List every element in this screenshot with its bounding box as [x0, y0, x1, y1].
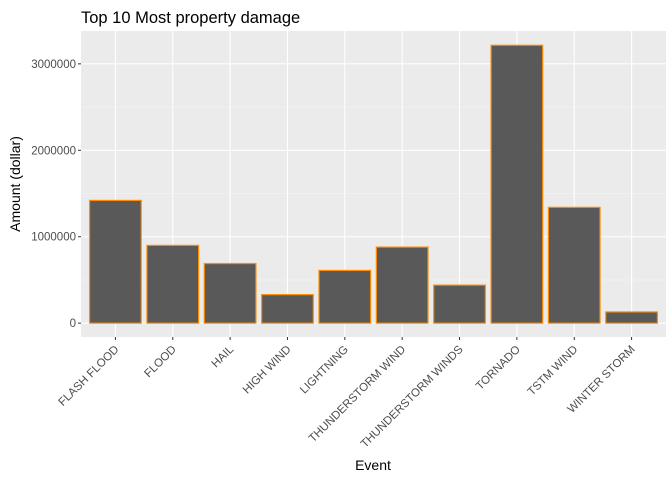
bar — [490, 44, 544, 324]
bar — [375, 246, 429, 324]
y-axis-ticks: 0 1000000 2000000 3000000 — [31, 59, 81, 330]
x-tick-label: HIGH WIND — [241, 344, 294, 397]
bar — [203, 262, 257, 324]
bar — [318, 269, 372, 324]
x-tick-label: TSTM WIND — [526, 344, 581, 399]
x-tick-label: THUNDERSTORM WINDS — [359, 343, 466, 450]
bars — [89, 44, 658, 324]
y-tick-label: 3000000 — [31, 59, 76, 71]
x-tick-label: LIGHTNING — [298, 344, 351, 397]
bar — [89, 199, 142, 324]
x-tick-label: THUNDERSTORM WIND — [307, 344, 408, 445]
y-axis-title: Amount (dollar) — [7, 136, 23, 232]
y-tick-label: 1000000 — [31, 232, 76, 244]
chart-title: Top 10 Most property damage — [81, 9, 300, 27]
bar — [146, 244, 200, 324]
bar — [605, 311, 658, 324]
y-tick-label: 0 — [70, 318, 76, 330]
bar — [547, 206, 601, 324]
bar — [433, 284, 486, 324]
x-axis-title: Event — [355, 457, 391, 473]
bar — [261, 294, 314, 324]
y-tick-label: 2000000 — [31, 145, 76, 157]
x-tick-label: HAIL — [210, 343, 237, 370]
x-tick-label: TORNADO — [474, 344, 523, 393]
x-tick-label: FLASH FLOOD — [57, 344, 122, 409]
x-axis-ticks: FLASH FLOOD FLOOD HAIL HIGH WIND LIGHTNINGTH… — [57, 337, 638, 450]
x-tick-label: FLOOD — [142, 344, 179, 381]
